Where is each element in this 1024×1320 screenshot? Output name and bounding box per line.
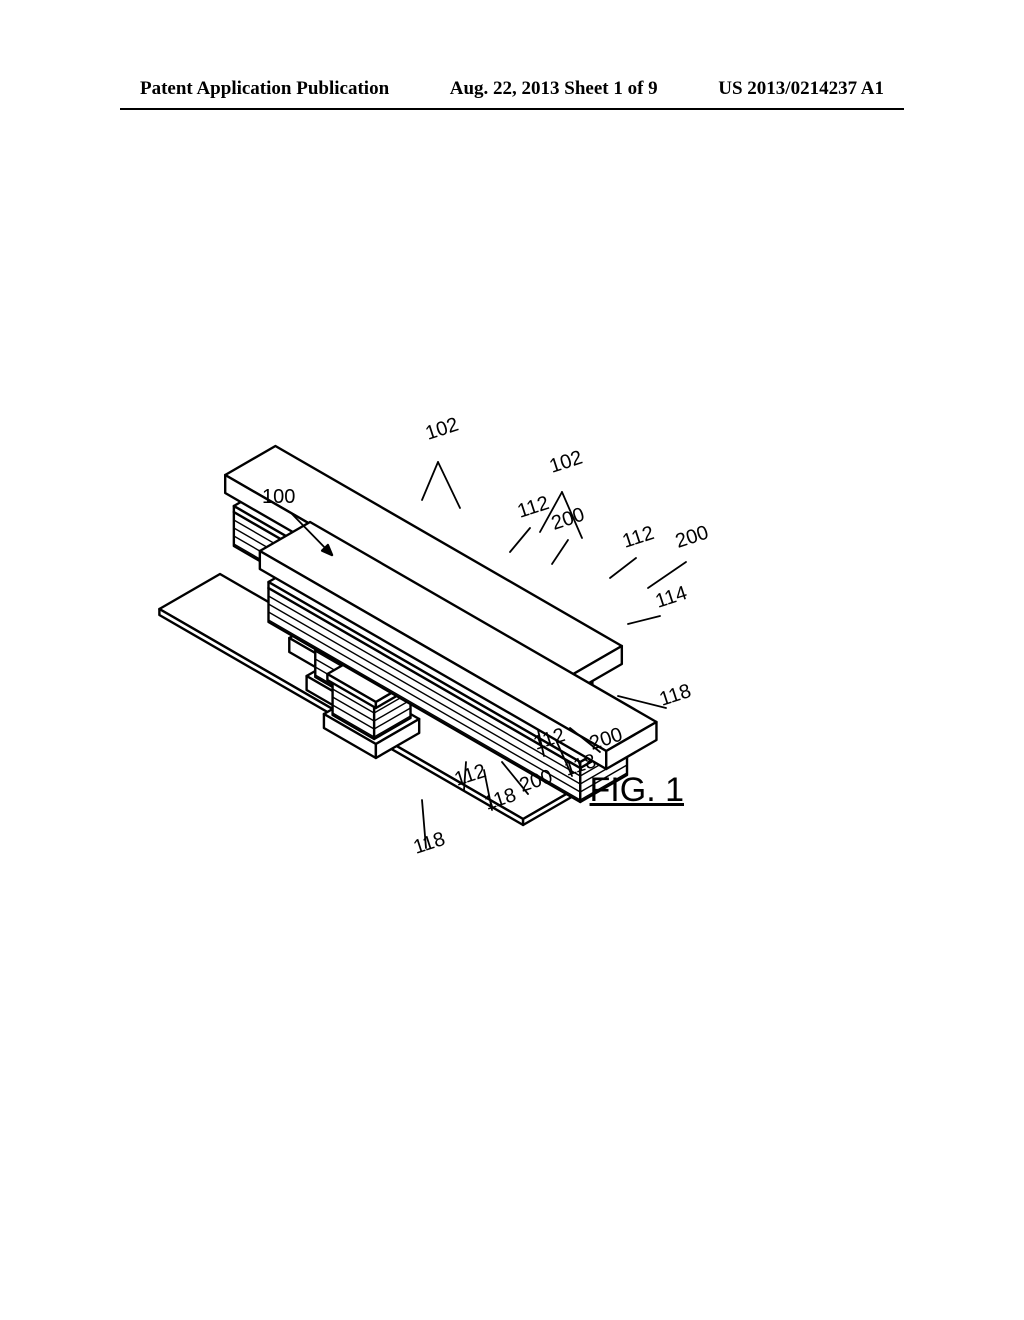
svg-text:118: 118	[411, 828, 448, 859]
header-left: Patent Application Publication	[140, 78, 389, 100]
svg-text:112: 112	[620, 522, 657, 553]
svg-text:100: 100	[262, 486, 295, 508]
svg-text:102: 102	[547, 447, 586, 478]
figure-svg: 1001021021122001122001141182001181122001…	[100, 300, 924, 1020]
figure-label: FIG. 1	[590, 771, 684, 810]
svg-text:118: 118	[657, 680, 694, 711]
svg-text:114: 114	[653, 582, 690, 613]
svg-text:200: 200	[549, 504, 588, 535]
header-center: Aug. 22, 2013 Sheet 1 of 9	[450, 78, 658, 100]
svg-text:200: 200	[673, 522, 712, 553]
svg-text:112: 112	[515, 492, 552, 523]
svg-text:102: 102	[423, 414, 462, 445]
header-rule	[120, 108, 904, 110]
header-right: US 2013/0214237 A1	[718, 78, 884, 100]
figure-1: 1001021021122001122001141182001181122001…	[100, 300, 924, 1120]
